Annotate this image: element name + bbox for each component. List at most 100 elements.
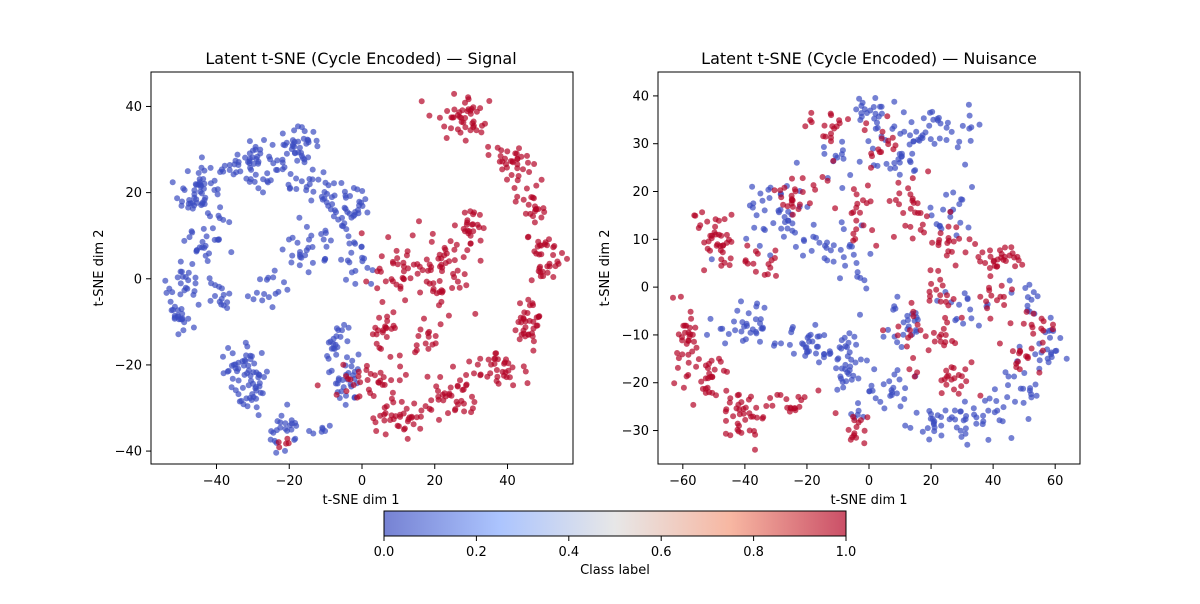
- scatter-point: [399, 274, 406, 281]
- scatter-point: [416, 218, 422, 225]
- scatter-point: [874, 124, 881, 131]
- scatter-point: [894, 332, 901, 339]
- scatter-point: [468, 105, 475, 112]
- x-tick-label: −60: [669, 474, 696, 489]
- scatter-point: [346, 259, 353, 266]
- y-tick-label: 30: [632, 137, 649, 152]
- scatter-point: [940, 325, 947, 332]
- x-tick-label: −20: [276, 474, 303, 489]
- scatter-point: [736, 411, 743, 418]
- scatter-point: [447, 384, 454, 391]
- scatter-point: [1034, 293, 1041, 300]
- scatter-point: [394, 255, 401, 262]
- scatter-point: [979, 421, 986, 428]
- scatter-point: [303, 223, 310, 230]
- scatter-point: [184, 168, 191, 175]
- scatter-point: [1027, 385, 1034, 392]
- scatter-point: [169, 179, 176, 186]
- scatter-point: [260, 176, 267, 183]
- scatter-point: [524, 152, 530, 159]
- scatter-point: [478, 129, 485, 136]
- scatter-point: [409, 232, 416, 239]
- scatter-point: [1028, 345, 1035, 352]
- scatter-point: [850, 230, 857, 237]
- scatter-point: [767, 264, 774, 271]
- scatter-point: [888, 392, 895, 398]
- scatter-point: [528, 277, 535, 284]
- scatter-point: [792, 407, 799, 414]
- scatter-point: [526, 317, 533, 324]
- scatter-point: [295, 123, 301, 130]
- scatter-point: [202, 194, 209, 201]
- scatter-point: [1063, 355, 1070, 362]
- scatter-point: [846, 367, 853, 374]
- y-tick-label: 20: [125, 186, 142, 201]
- scatter-point: [935, 267, 942, 274]
- scatter-point: [789, 211, 796, 218]
- scatter-point: [753, 404, 760, 411]
- scatter-point: [789, 324, 796, 330]
- scatter-point: [244, 293, 251, 300]
- scatter-point: [501, 360, 508, 367]
- scatter-point: [938, 422, 945, 429]
- scatter-point: [345, 324, 352, 331]
- scatter-point: [914, 321, 921, 328]
- scatter-point: [723, 387, 730, 394]
- scatter-point: [909, 150, 916, 157]
- scatter-point: [284, 401, 291, 408]
- scatter-point: [940, 206, 947, 213]
- scatter-point: [464, 217, 471, 224]
- scatter-point: [931, 140, 938, 147]
- scatter-point: [958, 433, 965, 440]
- scatter-point: [909, 235, 916, 242]
- scatter-point: [861, 427, 868, 434]
- scatter-point: [451, 222, 458, 229]
- scatter-point: [226, 167, 233, 173]
- scatter-point: [333, 391, 340, 398]
- scatter-point: [998, 254, 1005, 261]
- scatter-point: [804, 348, 811, 355]
- scatter-point: [246, 138, 253, 145]
- scatter-point: [977, 293, 984, 300]
- scatter-point: [695, 356, 702, 363]
- scatter-point: [451, 274, 458, 281]
- scatter-point: [821, 122, 828, 129]
- scatter-point: [746, 427, 753, 434]
- scatter-point: [897, 403, 904, 410]
- scatter-point: [836, 344, 843, 351]
- scatter-point: [991, 257, 997, 264]
- scatter-point: [884, 113, 891, 120]
- scatter-point: [771, 187, 778, 194]
- scatter-point: [1047, 334, 1053, 341]
- scatter-point: [382, 410, 389, 417]
- scatter-point: [930, 329, 937, 336]
- scatter-point: [554, 258, 561, 265]
- scatter-point: [930, 421, 937, 428]
- scatter-point: [840, 226, 847, 233]
- scatter-point: [429, 230, 436, 237]
- scatter-point: [956, 138, 963, 145]
- scatter-point: [273, 427, 280, 434]
- scatter-point: [314, 143, 321, 150]
- scatter-point: [890, 233, 897, 240]
- scatter-point: [395, 423, 402, 430]
- scatter-point: [224, 305, 231, 311]
- scatter-point: [510, 382, 517, 389]
- scatter-point: [982, 260, 989, 266]
- scatter-point: [863, 357, 870, 364]
- scatter-point: [907, 424, 914, 431]
- scatter-point: [956, 235, 963, 242]
- scatter-point: [225, 367, 232, 374]
- scatter-point: [761, 227, 768, 233]
- y-tick-label: −20: [622, 376, 649, 391]
- scatter-point: [840, 384, 847, 391]
- scatter-point: [938, 390, 945, 397]
- scatter-point: [896, 190, 903, 197]
- scatter-point: [968, 315, 975, 322]
- scatter-point: [257, 389, 264, 396]
- scatter-point: [912, 209, 918, 216]
- scatter-point: [854, 200, 861, 207]
- scatter-point: [727, 395, 734, 402]
- scatter-point: [350, 382, 357, 388]
- scatter-point: [168, 307, 175, 314]
